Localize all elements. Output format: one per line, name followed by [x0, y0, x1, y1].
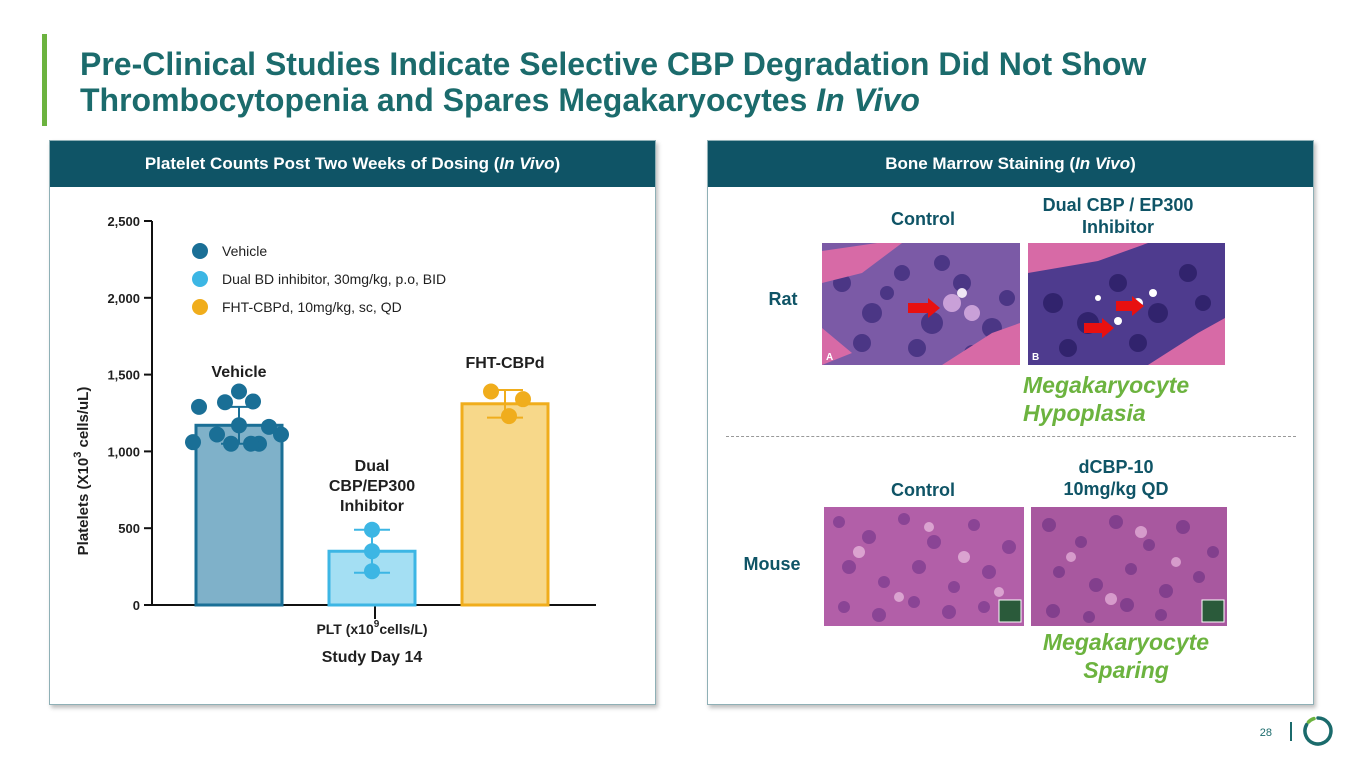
mouse-control-histology-image — [824, 507, 1024, 626]
data-point-0-2 — [245, 393, 261, 410]
data-point-1-0 — [364, 521, 380, 538]
footer-separator — [1290, 722, 1292, 741]
legend-marker-0 — [192, 243, 208, 259]
legend-marker-2 — [192, 299, 208, 315]
image-a-letter: A — [826, 352, 833, 363]
mouse-treatment-label: dCBP-10 10mg/kg QD — [1063, 457, 1169, 499]
x-axis-subtitle: Study Day 14 — [322, 649, 423, 666]
y-tick-label: 0 — [133, 598, 140, 613]
title-line-2: Thrombocytopenia and Spares Megakaryocyt… — [80, 82, 817, 118]
mouse-control-scale-box — [998, 599, 1022, 623]
data-point-2-2 — [501, 408, 517, 425]
rat-treatment-arrow-2-icon — [1084, 318, 1114, 338]
data-point-0-5 — [261, 418, 277, 435]
data-point-1-2 — [364, 563, 380, 580]
platelet-panel: Platelet Counts Post Two Weeks of Dosing… — [49, 140, 656, 705]
rat-treatment-arrow-1-icon — [1116, 296, 1144, 316]
data-point-2-1 — [515, 391, 531, 408]
data-point-0-4 — [231, 417, 247, 434]
x-axis-title: PLT (x109cells/L) — [316, 619, 427, 637]
section-divider — [726, 436, 1296, 437]
bone-marrow-panel-header: Bone Marrow Staining (In Vivo) — [708, 141, 1313, 187]
image-b-letter: B — [1032, 352, 1039, 363]
title-line-2-italic: In Vivo — [816, 82, 920, 118]
page-number: 28 — [1259, 727, 1272, 739]
group-label-2: FHT-CBPd — [465, 355, 544, 372]
rat-control-label: Control — [891, 209, 955, 229]
data-point-0-0 — [231, 383, 247, 400]
y-tick-label: 500 — [118, 521, 140, 536]
group-label-1: Inhibitor — [340, 498, 404, 515]
company-logo-icon — [1303, 716, 1333, 746]
y-tick-label: 1,000 — [107, 444, 140, 459]
y-tick-label: 2,500 — [107, 214, 140, 229]
data-point-0-7 — [273, 426, 289, 443]
legend-label-2: FHT-CBPd, 10mg/kg, sc, QD — [222, 299, 402, 315]
y-axis-title-tail: cells/uL) — [75, 387, 92, 452]
data-point-0-8 — [185, 434, 201, 451]
slide-title: Pre-Clinical Studies Indicate Selective … — [80, 46, 1280, 118]
platelet-chart: Platelets (X103 cells/uL) 0 500 1,000 1,500… — [72, 214, 596, 666]
rat-control-arrow-icon — [908, 298, 940, 318]
data-point-0-1 — [217, 394, 233, 411]
mouse-note: Megakaryocyte Sparing — [1042, 629, 1210, 683]
group-label-0: Vehicle — [211, 364, 266, 381]
legend-label-1: Dual BD inhibitor, 30mg/kg, p.o, BID — [222, 271, 446, 287]
mouse-treatment-histology-image — [1031, 507, 1227, 626]
legend-label-0: Vehicle — [222, 243, 267, 259]
y-tick-label: 2,000 — [107, 291, 140, 306]
x-axis-title-tail: cells/L) — [379, 621, 427, 637]
platelet-panel-header: Platelet Counts Post Two Weeks of Dosing… — [50, 141, 655, 187]
rat-treatment-histology-image: B — [1028, 243, 1225, 365]
rat-control-histology-image: A — [822, 243, 1020, 365]
mouse-control-label: Control — [891, 480, 955, 500]
mouse-row-label: Mouse — [743, 554, 801, 574]
data-point-0-6 — [209, 426, 225, 443]
x-axis-title-base: PLT (x10 — [316, 621, 374, 637]
x-axis-title-sup: 9 — [374, 619, 380, 630]
bone-marrow-panel: Bone Marrow Staining (In Vivo) Control D… — [707, 140, 1314, 705]
y-axis-title-sup: 3 — [72, 452, 84, 458]
legend-marker-1 — [192, 271, 208, 287]
y-axis-title-base: Platelets (X10 — [75, 458, 92, 556]
y-tick-label: 1,500 — [107, 368, 140, 383]
data-point-0-3 — [191, 398, 207, 415]
rat-treatment-label: Dual CBP / EP300 Inhibitor — [1042, 195, 1194, 237]
data-point-1-1 — [364, 543, 380, 560]
bar-0 — [194, 423, 284, 607]
y-axis-title: Platelets (X103 cells/uL) — [72, 387, 92, 556]
data-point-2-0 — [483, 383, 499, 400]
title-line-1: Pre-Clinical Studies Indicate Selective … — [80, 46, 1147, 82]
mouse-treatment-scale-box — [1201, 599, 1225, 623]
rat-note: Megakaryocyte Hypoplasia — [1023, 372, 1190, 426]
title-accent-bar — [42, 34, 47, 126]
group-label-1: CBP/EP300 — [329, 478, 415, 495]
data-point-0-9 — [223, 435, 239, 452]
data-point-0-11 — [243, 435, 259, 452]
rat-row-label: Rat — [768, 289, 798, 309]
bar-2 — [460, 402, 550, 607]
group-label-1: Dual — [355, 458, 390, 475]
svg-text:Platelets (X103 cells/uL): Platelets (X103 cells/uL) — [72, 387, 92, 556]
